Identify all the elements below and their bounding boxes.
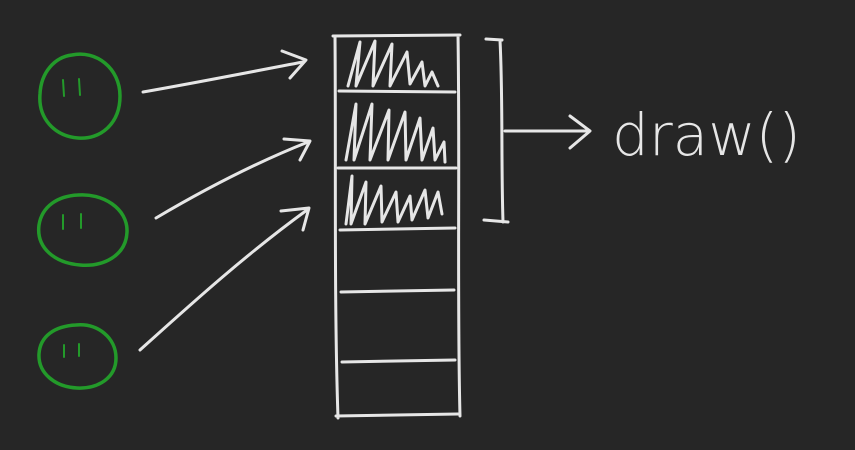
arrow-head bbox=[568, 114, 592, 150]
object-circle bbox=[38, 52, 122, 140]
slot-fill-scribble bbox=[344, 102, 447, 164]
arrow-head bbox=[279, 206, 311, 232]
buffer-outline bbox=[331, 33, 462, 420]
arrow-icon bbox=[141, 60, 305, 94]
buffer-divider bbox=[339, 288, 456, 294]
bracket-icon bbox=[482, 37, 510, 224]
draw-call-label: draw() bbox=[612, 101, 801, 169]
object-eyes bbox=[62, 213, 82, 230]
bracket-group bbox=[482, 37, 592, 224]
buffer-divider bbox=[340, 358, 457, 364]
arrow-1 bbox=[141, 49, 308, 94]
object-circle bbox=[37, 323, 118, 390]
arrow-icon bbox=[154, 140, 310, 220]
buffer-divider bbox=[338, 226, 457, 232]
arrow-head bbox=[282, 137, 312, 162]
object-1 bbox=[38, 52, 122, 140]
object-eyes bbox=[62, 78, 81, 97]
buffer-divider bbox=[337, 89, 457, 94]
object-3 bbox=[37, 323, 118, 390]
arrow-icon bbox=[138, 208, 309, 352]
object-2 bbox=[37, 193, 129, 267]
buffer bbox=[331, 33, 462, 420]
object-circle bbox=[37, 193, 129, 267]
arrow-3 bbox=[138, 206, 311, 352]
arrow-2 bbox=[154, 137, 312, 220]
object-eyes bbox=[63, 343, 80, 358]
slot-fill-scribble bbox=[344, 174, 444, 226]
slot-fill-scribble bbox=[346, 39, 440, 88]
arrow-head bbox=[280, 49, 308, 80]
